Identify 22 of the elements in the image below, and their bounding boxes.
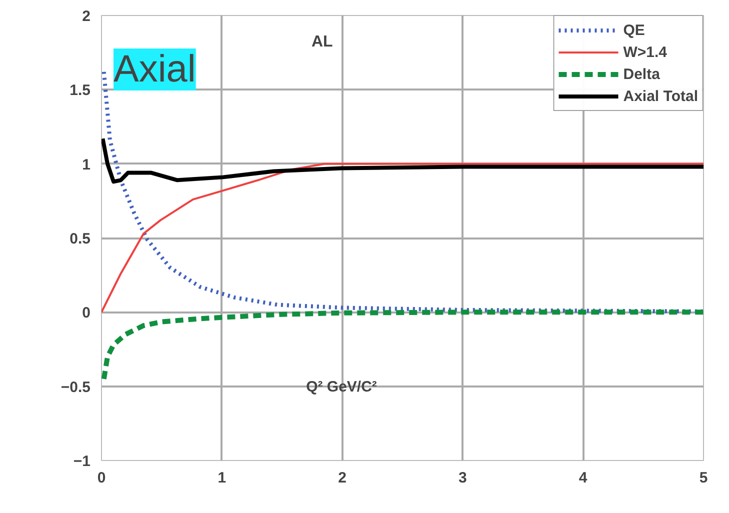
y-tick-label: −1	[73, 453, 91, 470]
x-tick-label: 5	[699, 470, 708, 486]
y-tick-label: 0.5	[70, 230, 91, 248]
legend-label: W>1.4	[623, 44, 668, 60]
legend-label: Axial Total	[623, 88, 698, 104]
x-tick-label: 3	[458, 470, 467, 486]
y-tick-label: 1.5	[70, 82, 91, 100]
y-tick-label: 0	[82, 304, 90, 322]
text: Axial	[114, 48, 196, 90]
legend-label: Delta	[623, 66, 660, 82]
y-tick-label: −0.5	[60, 378, 91, 396]
annotation: AL	[312, 34, 334, 50]
x-axis-title: Q² GeV/C²	[306, 378, 377, 396]
line-series	[102, 162, 704, 314]
x-tick-label: 0	[97, 470, 106, 486]
y-tick-label: 1	[82, 156, 90, 174]
y-tick-label: 2	[82, 8, 90, 25]
x-tick-label: 4	[578, 470, 588, 486]
x-tick-label: 1	[218, 470, 226, 486]
line-series	[102, 136, 704, 184]
legend-label: QE	[623, 22, 645, 38]
x-tick-label: 2	[338, 470, 346, 486]
